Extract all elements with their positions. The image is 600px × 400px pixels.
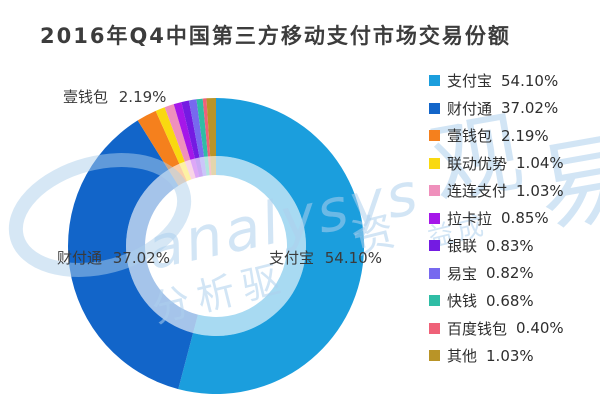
legend-label: 其他 [447,347,478,365]
legend-value: 2.19% [501,126,549,145]
legend-item-5[interactable]: 拉卡拉 0.85% [429,209,564,228]
pie-slice-8[interactable] [196,98,210,176]
legend-value: 1.04% [516,154,564,172]
legend-label: 易宝 [447,264,478,283]
legend-value: 0.40% [516,319,564,337]
legend-label: 支付宝 [447,72,493,90]
legend-label: 拉卡拉 [447,209,493,228]
legend-item-0[interactable]: 支付宝 54.10% [429,71,564,90]
legend-label: 连连支付 [447,182,508,200]
legend-value: 1.03% [516,181,564,200]
legend-item-10[interactable]: 其他 1.03% [429,346,564,365]
legend-label: 壹钱包 [447,127,493,145]
pie-slice-outer-band [188,99,205,158]
legend-label: 联动优势 [447,154,508,173]
legend-value: 54.10% [501,71,559,90]
pie-callout-caifutong: 财付通 37.02% [57,249,170,267]
legend-swatch-icon [429,130,440,141]
pie-slice-6[interactable] [181,100,203,177]
legend-swatch-icon [429,185,440,196]
pie-slice-outer-band [155,107,185,164]
legend-swatch-icon [429,267,440,279]
legend-item-9[interactable]: 百度钱包 0.40% [429,319,564,338]
legend-swatch-icon [429,212,440,224]
pie-slice-inner-band [210,156,216,176]
pie-slice-outer-band [202,98,211,157]
pie-slice-outer-band [178,97,365,394]
legend-swatch-icon [429,157,440,169]
pie-slice-7[interactable] [188,99,207,177]
pie-slice-inner-band [199,156,207,177]
pie-callout-zhifubao: 支付宝 54.10% [269,249,382,267]
legend-item-3[interactable]: 联动优势 1.04% [429,154,564,173]
pie-slice-9[interactable] [202,98,212,176]
legend-item-1[interactable]: 财付通 37.02% [429,99,564,118]
legend-item-6[interactable]: 银联 0.83% [429,236,564,255]
legend-value: 0.85% [501,209,549,227]
pie-slice-10[interactable] [206,98,216,176]
legend-item-4[interactable]: 连连支付 1.03% [429,181,564,200]
legend-label: 百度钱包 [447,319,508,338]
pie-slice-inner-band [193,156,307,336]
legend-value: 0.68% [486,291,534,310]
legend-swatch-icon [429,102,440,114]
pie-slice-inner-band [207,156,212,176]
pie-slice-outer-band [164,104,191,162]
pie-slice-outer-band [181,100,200,159]
pie-slice-inner-band [190,158,200,178]
legend-swatch-icon [429,75,440,86]
legend-label: 财付通 [447,99,493,118]
pie-slice-inner-band [194,157,203,177]
legend-item-7[interactable]: 易宝 0.82% [429,264,564,283]
legend-value: 1.03% [486,346,534,365]
legend-swatch-icon [429,350,440,361]
legend-value: 0.83% [486,236,534,255]
legend-label: 快钱 [447,292,478,310]
pie-slice-outer-band [196,98,208,157]
pie-slice-outer-band [206,98,216,157]
pie-slice-outer-band [173,102,195,160]
chart-title: 2016年Q4中国第三方移动支付市场交易份额 [40,24,511,48]
legend-swatch-icon [429,322,440,334]
pie-callout-yiqianbao: 壹钱包 2.19% [63,88,167,106]
legend-label: 银联 [447,237,478,255]
legend-swatch-icon [429,295,440,306]
pie-slice-0[interactable] [178,97,365,394]
pie-slice-5[interactable] [173,102,200,178]
legend-value: 0.82% [486,264,534,282]
legend-swatch-icon [429,240,440,251]
legend-item-2[interactable]: 壹钱包 2.19% [429,126,564,145]
legend: 支付宝 54.10% 财付通 37.02% 壹钱包 2.19% 联动优势 1.04% 连连支付 1… [429,72,564,375]
legend-item-8[interactable]: 快钱 0.68% [429,291,564,310]
legend-value: 37.02% [501,99,559,117]
pie-slice-inner-band [204,156,210,176]
